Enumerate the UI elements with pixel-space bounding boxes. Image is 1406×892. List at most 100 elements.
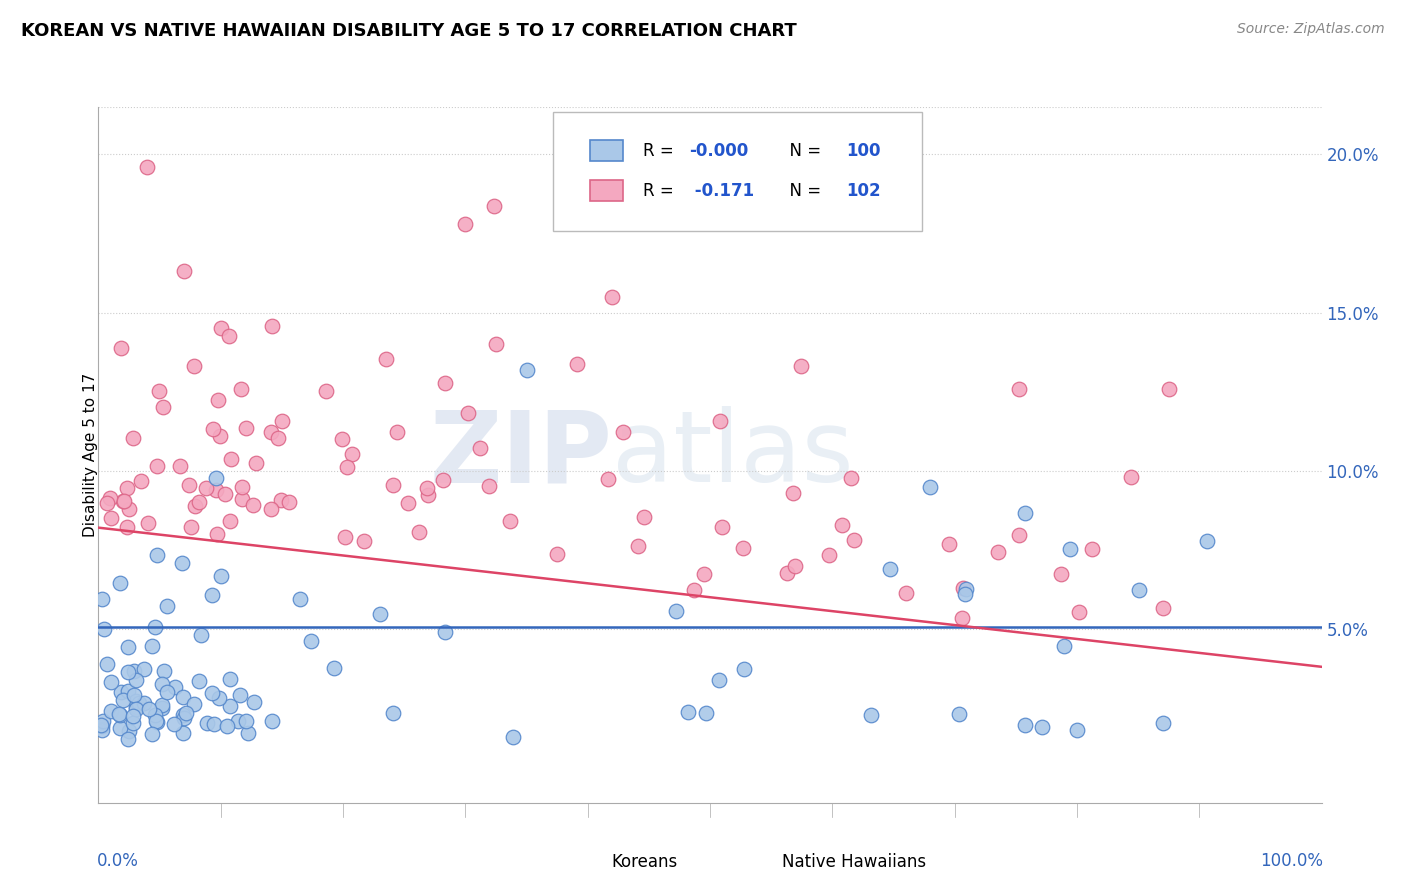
Point bbox=[218, 328, 240, 343]
Point bbox=[600, 290, 623, 304]
Point bbox=[150, 698, 173, 712]
Point bbox=[368, 607, 391, 622]
Point bbox=[121, 431, 143, 445]
Point bbox=[627, 539, 650, 553]
Point bbox=[387, 425, 409, 439]
Point bbox=[596, 472, 619, 486]
Text: Koreans: Koreans bbox=[612, 853, 678, 871]
Point bbox=[134, 696, 156, 710]
Point bbox=[163, 680, 186, 694]
Point bbox=[177, 478, 200, 492]
Point bbox=[831, 517, 853, 532]
Y-axis label: Disability Age 5 to 17: Disability Age 5 to 17 bbox=[83, 373, 97, 537]
Point bbox=[208, 429, 231, 443]
Point bbox=[262, 319, 284, 334]
Point bbox=[117, 640, 139, 655]
Point bbox=[340, 447, 363, 461]
Point bbox=[209, 321, 232, 335]
Point bbox=[260, 501, 283, 516]
Text: 100.0%: 100.0% bbox=[1260, 852, 1323, 870]
Point bbox=[468, 441, 491, 455]
Point bbox=[124, 702, 146, 716]
Point bbox=[695, 706, 717, 720]
Point bbox=[938, 537, 960, 551]
Point bbox=[117, 665, 139, 679]
Point bbox=[194, 481, 217, 495]
Point bbox=[381, 478, 404, 492]
Point bbox=[482, 199, 505, 213]
Point bbox=[432, 473, 454, 487]
Point bbox=[278, 495, 301, 509]
Point bbox=[235, 714, 257, 728]
Point bbox=[138, 702, 160, 716]
Point bbox=[153, 664, 176, 678]
Point bbox=[163, 716, 186, 731]
Text: Source: ZipAtlas.com: Source: ZipAtlas.com bbox=[1237, 22, 1385, 37]
Point bbox=[330, 432, 353, 446]
Point bbox=[145, 714, 167, 728]
Point bbox=[859, 708, 882, 723]
Point bbox=[204, 483, 226, 498]
Text: Native Hawaiians: Native Hawaiians bbox=[782, 853, 927, 871]
Point bbox=[111, 493, 134, 508]
Point bbox=[170, 556, 193, 570]
Point bbox=[169, 459, 191, 474]
Point bbox=[208, 690, 231, 705]
Point bbox=[633, 510, 655, 524]
Point bbox=[117, 683, 139, 698]
Point bbox=[96, 657, 118, 672]
Text: -0.171: -0.171 bbox=[689, 182, 755, 200]
Point bbox=[408, 524, 430, 539]
Point bbox=[214, 487, 236, 501]
Text: KOREAN VS NATIVE HAWAIIAN DISABILITY AGE 5 TO 17 CORRELATION CHART: KOREAN VS NATIVE HAWAIIAN DISABILITY AGE… bbox=[21, 22, 797, 40]
Point bbox=[108, 722, 131, 736]
FancyBboxPatch shape bbox=[734, 852, 768, 872]
Point bbox=[894, 586, 917, 600]
Point bbox=[270, 414, 292, 428]
Point bbox=[128, 696, 150, 710]
Point bbox=[219, 672, 242, 686]
Point bbox=[205, 471, 228, 485]
Point bbox=[245, 456, 267, 470]
Point bbox=[152, 400, 174, 414]
Point bbox=[231, 491, 253, 506]
Point bbox=[243, 695, 266, 709]
Point bbox=[1008, 528, 1031, 542]
Point bbox=[270, 493, 292, 508]
Point bbox=[955, 587, 977, 601]
Text: ZIP: ZIP bbox=[429, 407, 612, 503]
Point bbox=[1152, 600, 1174, 615]
Point bbox=[207, 393, 229, 408]
Text: R =: R = bbox=[643, 182, 679, 200]
Point bbox=[148, 384, 170, 399]
Point bbox=[1014, 506, 1036, 520]
Point bbox=[299, 634, 322, 648]
Point bbox=[229, 689, 252, 703]
Point bbox=[115, 519, 138, 533]
Point bbox=[267, 431, 290, 445]
Point bbox=[733, 541, 755, 555]
Point bbox=[457, 406, 479, 420]
Point bbox=[333, 530, 356, 544]
Point bbox=[710, 520, 733, 534]
Point bbox=[100, 510, 122, 524]
Point bbox=[218, 514, 240, 528]
Point bbox=[132, 662, 155, 676]
Point bbox=[122, 664, 145, 678]
Point bbox=[122, 716, 145, 731]
Point bbox=[141, 726, 163, 740]
Point bbox=[1195, 533, 1218, 548]
Point bbox=[100, 674, 122, 689]
Point bbox=[93, 714, 115, 729]
Text: N =: N = bbox=[779, 182, 825, 200]
Point bbox=[353, 534, 375, 549]
Point bbox=[150, 701, 173, 715]
Point bbox=[485, 337, 508, 351]
Point bbox=[100, 704, 122, 718]
Text: 102: 102 bbox=[846, 182, 880, 200]
Point bbox=[146, 458, 169, 473]
Point bbox=[790, 359, 813, 374]
Point bbox=[90, 723, 112, 738]
Point bbox=[1014, 718, 1036, 732]
Point bbox=[678, 705, 700, 719]
